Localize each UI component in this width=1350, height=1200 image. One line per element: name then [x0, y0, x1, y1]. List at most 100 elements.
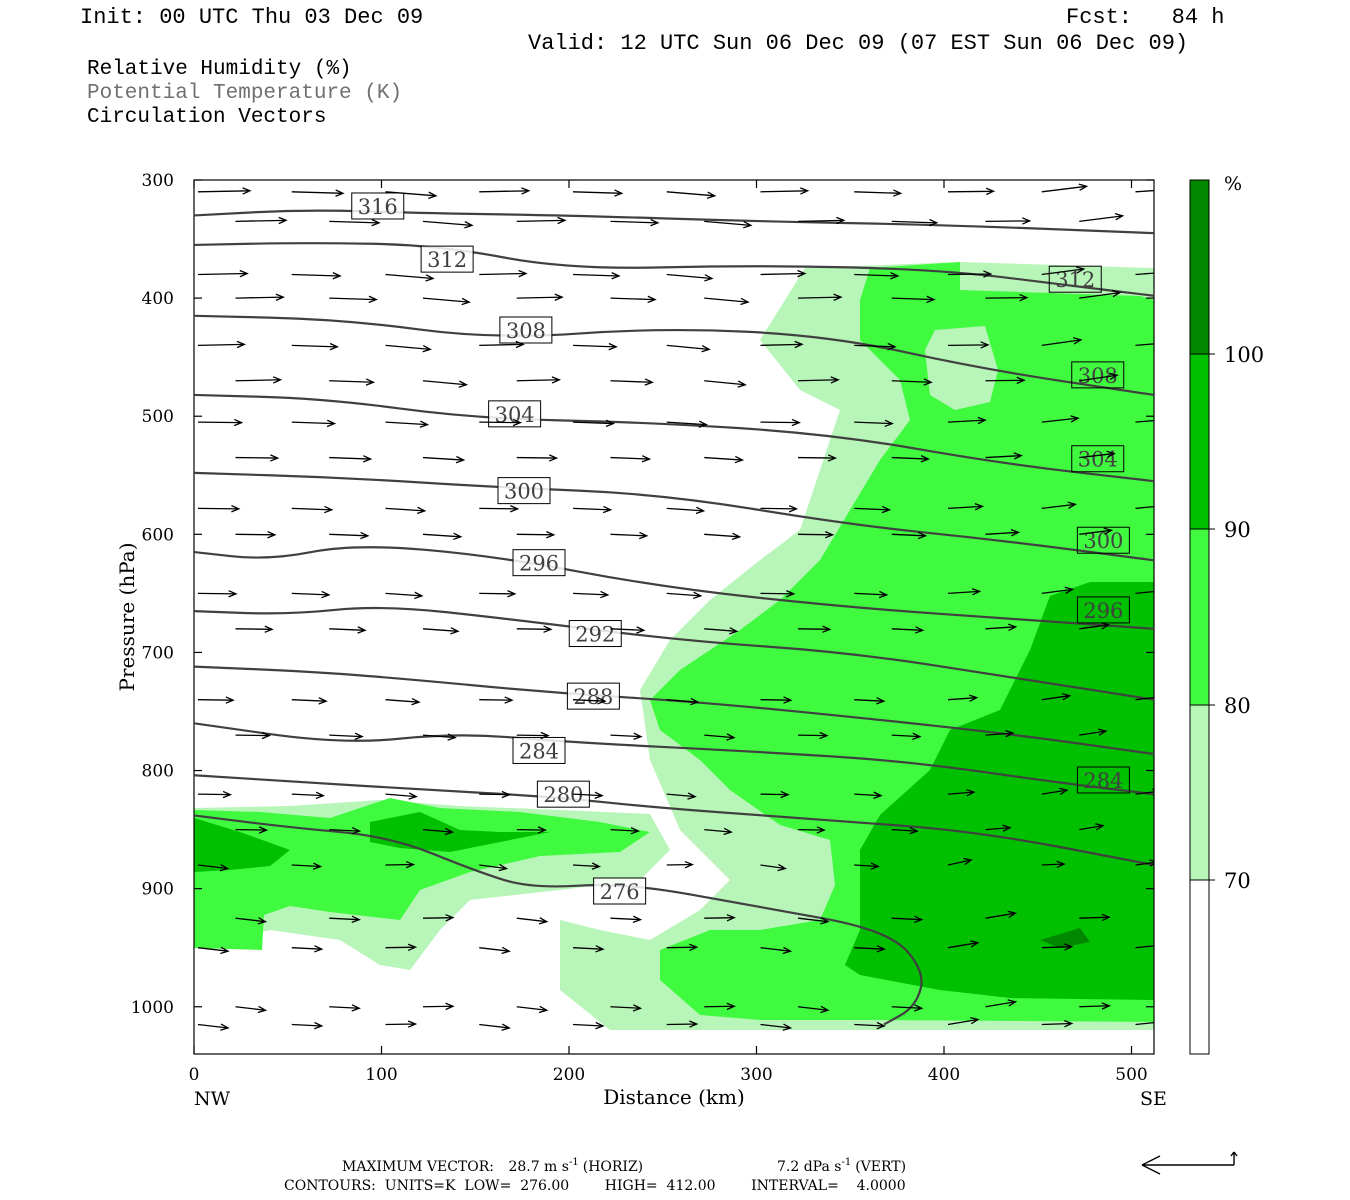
y-tick-label: 600	[142, 525, 174, 545]
vector-arrow	[572, 862, 602, 870]
vector-arrow	[291, 505, 334, 514]
vector-arrow	[385, 591, 424, 600]
svg-text:296: 296	[1083, 599, 1123, 623]
svg-text:308: 308	[506, 319, 546, 343]
vector-arrow	[479, 946, 511, 955]
x-axis-title: Distance (km)	[603, 1085, 745, 1109]
vector-arrow	[235, 917, 268, 925]
vector-arrow	[1135, 189, 1154, 193]
vector-arrow	[235, 376, 283, 384]
legend-potential-temperature: Potential Temperature (K)	[87, 82, 403, 105]
vector-arrow	[760, 1023, 793, 1031]
vector-arrow	[422, 532, 463, 541]
vector-arrow	[385, 1020, 418, 1028]
vector-arrow	[704, 827, 733, 836]
vector-arrow	[854, 945, 886, 953]
vector-arrow	[1135, 1021, 1154, 1026]
vector-arrow	[1135, 419, 1154, 423]
vector-arrow	[516, 454, 559, 462]
vector-arrow	[1079, 728, 1108, 736]
vector-arrow	[854, 272, 900, 280]
vector-arrow	[329, 531, 370, 540]
vector-arrow	[666, 506, 706, 515]
vector-arrow	[1135, 859, 1154, 867]
vector-arrow	[197, 696, 235, 704]
reference-vector-icon	[1141, 1151, 1238, 1175]
theta-contour-296	[194, 546, 1154, 630]
vector-arrow	[516, 917, 549, 925]
vector-arrow	[1079, 372, 1119, 382]
vector-arrow	[666, 420, 709, 428]
vector-arrow	[197, 418, 244, 427]
vector-arrow	[572, 945, 605, 953]
vector-arrow	[891, 826, 919, 835]
vector-arrow	[1041, 1019, 1074, 1028]
vector-arrow	[760, 418, 801, 427]
theta-contour-284	[194, 722, 1154, 796]
vector-arrow	[516, 625, 553, 633]
vector-arrow	[422, 827, 455, 836]
vector-arrow	[891, 626, 925, 634]
vector-arrow	[1041, 501, 1078, 509]
vector-arrow	[385, 420, 430, 428]
rh-70-pocket	[925, 326, 998, 410]
vector-arrow	[235, 1005, 268, 1014]
vector-arrow	[422, 627, 460, 635]
vector-arrow	[760, 187, 810, 195]
vector-arrow	[422, 1002, 455, 1011]
rh-100-spot	[1040, 928, 1090, 948]
vector-arrow	[197, 590, 238, 598]
vector-arrow	[854, 505, 892, 514]
vector-arrow	[235, 731, 271, 740]
vector-arrow	[760, 590, 796, 598]
vector-arrow	[891, 295, 936, 304]
vector-arrow	[985, 529, 1021, 537]
vector-arrow	[1041, 943, 1074, 951]
vector-arrow	[516, 731, 550, 740]
svg-text:304: 304	[1078, 448, 1118, 472]
vector-arrow	[572, 1021, 605, 1030]
vector-arrow	[610, 732, 643, 740]
x-tick-label: 400	[928, 1065, 960, 1085]
vector-arrow	[610, 455, 652, 463]
theta-label-316: 316	[351, 192, 405, 220]
vector-arrow	[891, 218, 939, 227]
vector-arrow	[329, 1004, 361, 1012]
y-axis-title: Pressure (hPa)	[115, 543, 139, 692]
y-tick-label: 700	[142, 643, 174, 663]
x-tick-label: 200	[553, 1065, 585, 1085]
vector-arrow	[985, 452, 1023, 460]
vector-arrow	[797, 216, 846, 225]
vector-arrow	[572, 505, 613, 514]
vector-arrow	[385, 344, 432, 353]
vector-arrow	[1079, 1002, 1111, 1010]
vector-arrow	[1041, 337, 1083, 346]
x-tick-label: 300	[740, 1065, 772, 1085]
vector-arrow	[291, 419, 337, 428]
axes: 0 100 200 300 400 500 300 400 500 600 700 800 900 100…	[131, 171, 1154, 1085]
vector-arrow	[385, 191, 438, 199]
rh-90-region-west-2	[370, 812, 550, 852]
vector-arrow	[291, 272, 342, 280]
theta-label-296-east: 296	[1076, 596, 1130, 624]
colorbar-segment	[1190, 354, 1209, 529]
vector-arrow	[985, 910, 1018, 919]
vector-arrow	[854, 590, 889, 599]
vector-arrow	[572, 272, 621, 280]
vector-arrow	[422, 733, 457, 741]
circulation-vectors	[197, 183, 1154, 1031]
vector-arrow	[422, 220, 474, 229]
colorbar-label: 80	[1224, 694, 1251, 718]
svg-text:288: 288	[573, 685, 613, 709]
vector-arrow	[797, 293, 843, 301]
vector-arrow	[947, 270, 993, 278]
vector-arrow	[422, 914, 455, 922]
vector-arrow	[666, 943, 699, 952]
svg-text:280: 280	[543, 783, 583, 807]
vector-arrow	[666, 191, 717, 199]
vector-arrow	[197, 946, 230, 955]
vector-arrow	[422, 455, 466, 464]
footer-max-vector: MAXIMUM VECTOR: 28.7 m s-1 (HORIZ) 7.2 dP…	[342, 1157, 906, 1175]
vector-arrow	[666, 792, 697, 800]
